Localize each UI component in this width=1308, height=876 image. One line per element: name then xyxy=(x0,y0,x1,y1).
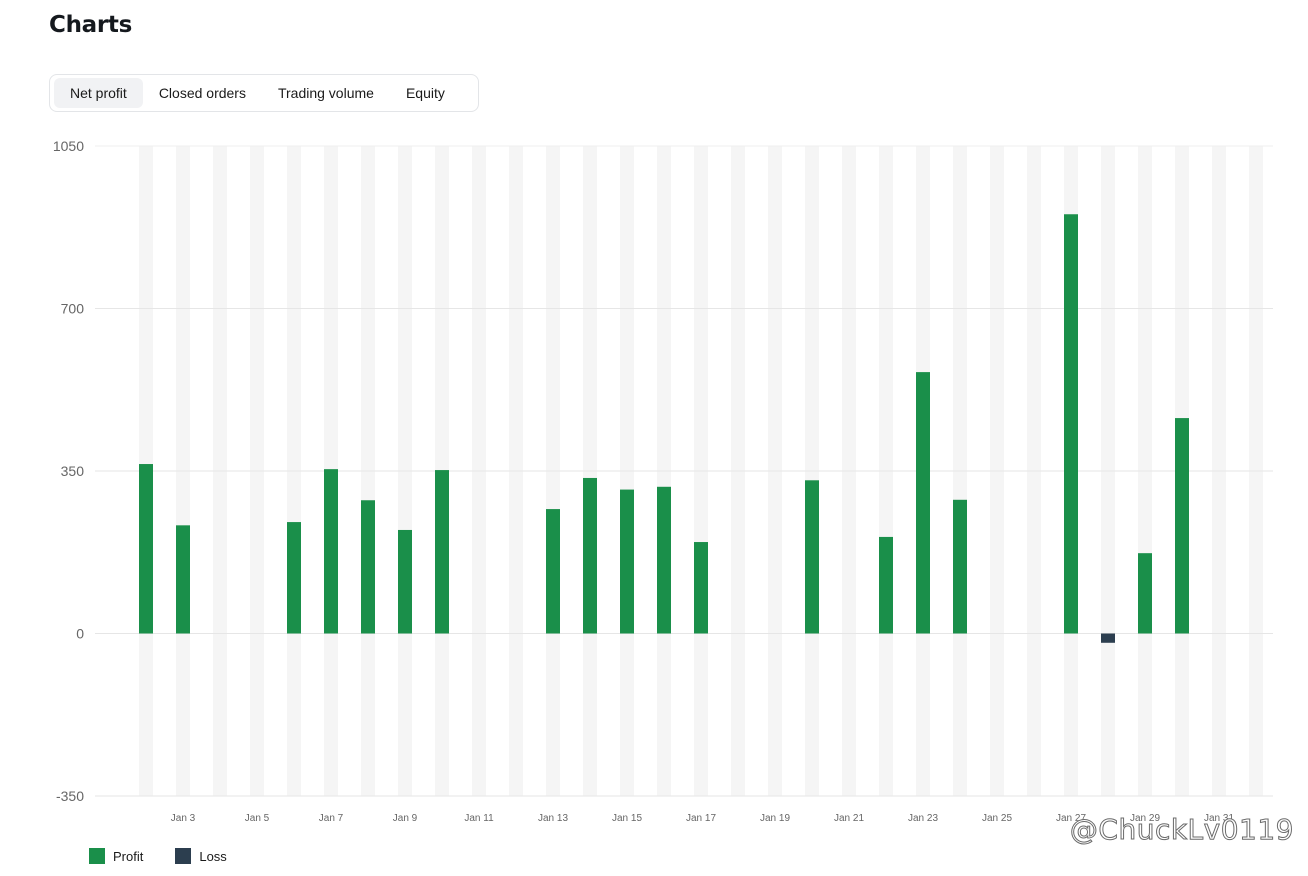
profit-bar xyxy=(953,499,967,634)
tab-equity[interactable]: Equity xyxy=(405,85,445,101)
profit-bar xyxy=(583,477,597,634)
x-tick-label: Jan 21 xyxy=(834,813,864,824)
legend-item-profit[interactable]: Profit xyxy=(89,848,143,864)
x-tick-label: Jan 25 xyxy=(982,813,1012,824)
x-tick-label: Jan 13 xyxy=(538,813,568,824)
profit-bar xyxy=(1175,418,1189,634)
profit-bar xyxy=(916,372,930,634)
profit-bar xyxy=(546,509,560,634)
profit-bar xyxy=(287,522,301,634)
y-tick-label: -350 xyxy=(56,788,84,804)
loss-swatch xyxy=(175,848,192,864)
x-tick-label: Jan 19 xyxy=(760,813,790,824)
tab-net-profit[interactable]: Net profit xyxy=(54,78,143,108)
y-tick-label: 1050 xyxy=(53,138,84,154)
profit-bar xyxy=(620,489,634,634)
profit-bar xyxy=(694,542,708,634)
profit-bar xyxy=(435,470,449,634)
tab-closed-orders[interactable]: Closed orders xyxy=(158,85,246,101)
profit-bar xyxy=(657,486,671,634)
profit-bar xyxy=(361,500,375,634)
tab-trading-volume[interactable]: Trading volume xyxy=(277,85,374,101)
profit-bar xyxy=(398,529,412,634)
x-tick-label: Jan 31 xyxy=(1204,813,1234,824)
x-tick-label: Jan 27 xyxy=(1056,813,1086,824)
y-tick-label: 350 xyxy=(61,463,85,479)
page-title: Charts xyxy=(49,12,133,38)
profit-bar xyxy=(1138,553,1152,634)
x-tick-label: Jan 11 xyxy=(464,813,494,824)
x-tick-label: Jan 3 xyxy=(171,813,196,824)
x-tick-label: Jan 7 xyxy=(319,813,344,824)
loss-bar xyxy=(1101,633,1115,643)
profit-swatch xyxy=(89,848,105,864)
profit-bar xyxy=(139,464,153,634)
legend-label-profit: Profit xyxy=(113,848,144,864)
x-tick-label: Jan 29 xyxy=(1130,813,1160,824)
profit-bar xyxy=(805,480,819,634)
profit-bar xyxy=(1064,214,1078,634)
legend-label-loss: Loss xyxy=(199,848,227,864)
chart-legend: Profit Loss xyxy=(89,848,227,864)
x-tick-label: Jan 17 xyxy=(686,813,716,824)
x-tick-label: Jan 15 xyxy=(612,813,642,824)
legend-item-loss[interactable]: Loss xyxy=(175,848,227,864)
profit-bar xyxy=(176,525,190,634)
chart-tabs: Net profit Closed orders Trading volume … xyxy=(49,74,479,112)
profit-bar xyxy=(324,469,338,634)
y-tick-label: 700 xyxy=(61,301,85,317)
profit-bar xyxy=(879,536,893,634)
y-tick-label: 0 xyxy=(76,626,84,642)
x-tick-label: Jan 9 xyxy=(393,813,418,824)
x-tick-label: Jan 23 xyxy=(908,813,938,824)
x-tick-label: Jan 5 xyxy=(245,813,270,824)
